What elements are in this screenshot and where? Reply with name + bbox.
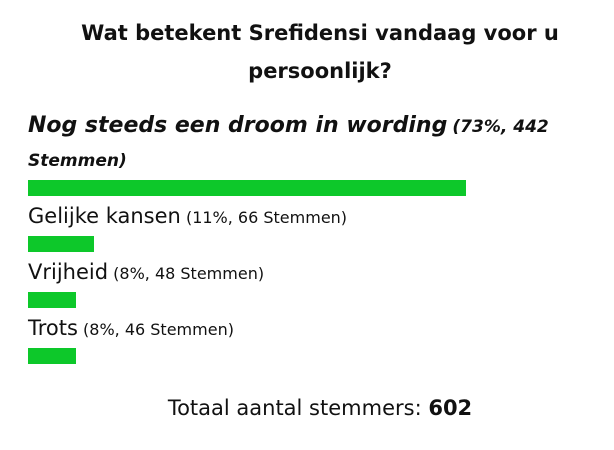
option-text: Gelijke kansen (11%, 66 Stemmen) bbox=[28, 200, 588, 234]
option-label: Vrijheid bbox=[28, 260, 109, 284]
option-label: Nog steeds een droom in wording bbox=[28, 113, 448, 138]
option-detail: (73%, 442 Stemmen) bbox=[28, 117, 549, 171]
poll-question: Wat betekent Srefidensi vandaag voor u p… bbox=[81, 21, 559, 83]
option-text: Trots (8%, 46 Stemmen) bbox=[28, 312, 588, 346]
option-bar bbox=[28, 348, 76, 364]
total-value: 602 bbox=[428, 396, 473, 420]
option-bar bbox=[28, 180, 466, 196]
option-detail: (8%, 48 Stemmen) bbox=[113, 264, 265, 283]
option-text: Nog steeds een droom in wording (73%, 44… bbox=[28, 110, 588, 178]
poll-option: Trots (8%, 46 Stemmen) bbox=[28, 312, 588, 364]
option-label: Trots bbox=[28, 316, 78, 340]
poll-option: Vrijheid (8%, 48 Stemmen) bbox=[28, 256, 588, 308]
poll-option: Nog steeds een droom in wording (73%, 44… bbox=[28, 110, 588, 196]
poll-total: Totaal aantal stemmers: 602 bbox=[0, 396, 614, 420]
option-bar bbox=[28, 292, 76, 308]
total-label: Totaal aantal stemmers: bbox=[167, 396, 422, 420]
option-label: Gelijke kansen bbox=[28, 204, 181, 228]
poll-option: Gelijke kansen (11%, 66 Stemmen) bbox=[28, 200, 588, 252]
option-bar bbox=[28, 236, 94, 252]
option-detail: (8%, 46 Stemmen) bbox=[83, 320, 234, 339]
poll-options: Nog steeds een droom in wording (73%, 44… bbox=[28, 110, 588, 368]
option-text: Vrijheid (8%, 48 Stemmen) bbox=[28, 256, 588, 290]
option-detail: (11%, 66 Stemmen) bbox=[185, 208, 348, 227]
